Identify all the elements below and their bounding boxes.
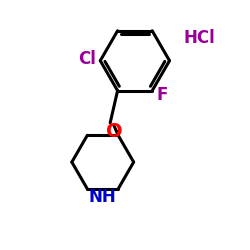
- Text: O: O: [106, 122, 122, 141]
- Text: HCl: HCl: [183, 30, 215, 48]
- Text: Cl: Cl: [78, 50, 96, 68]
- Text: NH: NH: [89, 188, 117, 206]
- Text: F: F: [157, 86, 168, 104]
